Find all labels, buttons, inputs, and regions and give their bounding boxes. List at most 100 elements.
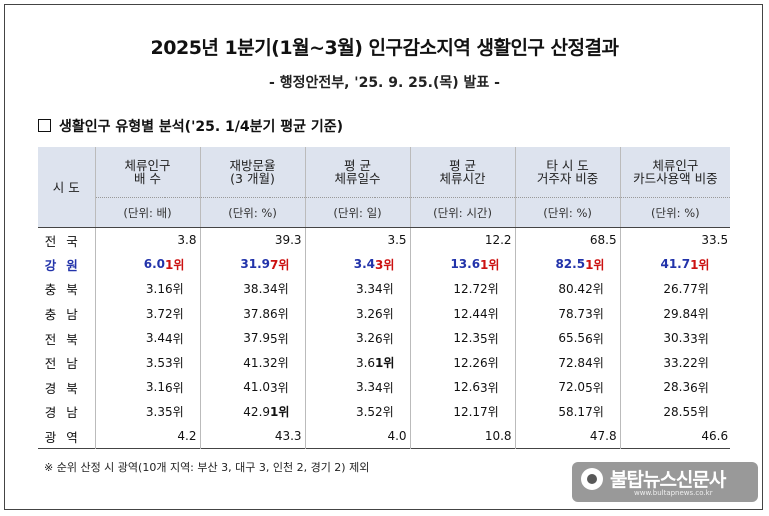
table-row: 전국 3.8 39.3 3.5 12.2 68.5 33.5 [38,227,731,253]
value-cell: 3.3 [304,375,376,400]
value-cell: 4.2 [94,424,201,449]
value-cell: 30.3 [619,325,691,351]
stats-table: 시 도 체류인구 배 수 재방문율 (3 개월) 평 균 체류일수 평 균 체류시간 타… [38,147,731,449]
rank-cell: 2위 [585,282,604,297]
publisher-logo-icon [581,468,603,490]
publisher-watermark: 불탑뉴스신문사 www.bultapnews.co.kr [572,462,758,502]
rank-cell: 7위 [585,405,604,420]
value-cell: 58.1 [514,399,586,425]
table-row: 충남 3.7 2위 37.8 6위 3.2 6위 12.4 4위 78.7 3위 29.8 4위 [38,301,730,326]
value-cell: 12.1 [409,399,481,425]
table-row: 충북 3.1 6위 38.3 4위 3.3 4위 12.7 2위 80.4 2위 26.7 7위 [38,276,730,302]
section-heading: 생활인구 유형별 분석('25. 1/4분기 평균 기준) [38,116,343,136]
rank-cell: 4위 [375,380,394,395]
value-cell: 28.3 [619,375,691,400]
footnote: ※ 순위 산정 시 광역(10개 지역: 부산 3, 대구 3, 인천 2, 경… [44,461,370,474]
page-title: 2025년 1분기(1월~3월) 인구감소지역 생활인구 산정결과 [150,37,619,59]
rank-cell: 1위 [165,257,185,272]
rank-cell: 6위 [585,331,604,346]
rank-cell: 6위 [165,380,184,395]
value-cell: 72.0 [514,375,586,400]
rank-cell: 4위 [165,331,184,346]
value-cell: 3.7 [94,301,165,326]
value-cell: 3.1 [94,375,165,400]
col-header-other-region-share: 타 시 도 거주자 비중 [514,147,621,198]
region-cell: 경북 [44,380,88,396]
rank-cell: 6위 [270,307,289,322]
region-cell: 광역 [44,429,88,445]
region-cell: 충남 [44,307,88,323]
value-cell: 3.6 [304,350,376,376]
value-cell: 13.6 [409,252,481,277]
rank-cell: 2위 [480,282,499,297]
rank-cell: 4위 [480,307,499,322]
value-cell: 12.6 [409,375,481,400]
rank-cell: 7위 [270,257,290,272]
table-row: 경북 3.1 6위 41.0 3위 3.3 4위 12.6 3위 72.0 5위 28.3 6위 [38,375,730,400]
rank-cell: 6위 [375,331,394,346]
value-cell: 78.7 [514,301,586,326]
value-cell: 3.3 [304,276,376,302]
value-cell: 47.8 [514,424,621,449]
region-cell: 전남 [44,356,88,372]
region-cell: 강원 [44,257,88,273]
rank-cell: 3위 [375,257,395,272]
rank-cell: 1위 [690,257,710,272]
value-cell: 80.4 [514,276,586,302]
value-cell: 12.2 [409,227,516,253]
rank-cell: 7위 [480,405,499,420]
rank-cell: 3위 [480,380,499,395]
rank-cell: 6위 [375,307,394,322]
value-cell: 12.3 [409,325,481,351]
value-cell: 31.9 [199,252,271,277]
value-cell: 39.3 [199,227,306,253]
rank-cell: 1위 [585,257,605,272]
value-cell: 3.2 [304,325,376,351]
value-cell: 3.1 [94,276,165,302]
rank-cell: 5위 [270,331,289,346]
table-row: 강원 6.0 1위 31.9 7위 3.4 3위 13.6 1위 82.5 1위 41.7 1위 [38,252,730,277]
col-header-avg-stay-days: 평 균 체류일수 [304,147,411,198]
rank-cell: 1위 [375,356,395,371]
rank-cell: 2위 [690,356,709,371]
value-cell: 26.7 [619,276,691,302]
header-row: 시 도 체류인구 배 수 재방문율 (3 개월) 평 균 체류일수 평 균 체류시간 타… [38,147,731,228]
table-row: 경남 3.3 5위 42.9 1위 3.5 2위 12.1 7위 58.1 7위 28.5 5위 [38,399,730,425]
value-cell: 3.2 [304,301,376,326]
unit-label: (단위: 배) [94,197,201,228]
unit-label: (단위: 일) [304,197,411,228]
table-row: 전북 3.4 4위 37.9 5위 3.2 6위 12.3 5위 65.5 6위 30.3 3위 [38,325,730,351]
value-cell: 72.8 [514,350,586,376]
rank-cell: 4위 [690,307,709,322]
rank-cell: 4위 [270,282,289,297]
value-cell: 29.8 [619,301,691,326]
value-cell: 68.5 [514,227,621,253]
value-cell: 42.9 [199,399,271,425]
unit-label: (단위: %) [199,197,306,228]
rank-cell: 3위 [585,307,604,322]
value-cell: 3.5 [94,350,165,376]
rank-cell: 6위 [165,282,184,297]
rank-cell: 2위 [375,405,394,420]
value-cell: 37.8 [199,301,271,326]
region-cell: 전국 [44,233,88,249]
publisher-name: 불탑뉴스신문사 [610,469,726,491]
value-cell: 41.7 [619,252,691,277]
rank-cell: 5위 [480,331,499,346]
rank-cell: 3위 [270,380,289,395]
checkbox-square-icon [38,119,51,132]
col-header-avg-stay-hours: 평 균 체류시간 [409,147,516,198]
value-cell: 3.5 [304,399,376,425]
publisher-url: www.bultapnews.co.kr [634,489,713,497]
rank-cell: 4위 [585,356,604,371]
region-cell: 경남 [44,405,88,421]
rank-cell: 2위 [270,356,289,371]
page-subtitle: - 행정안전부, '25. 9. 25.(목) 발표 - [269,75,500,91]
value-cell: 37.9 [199,325,271,351]
value-cell: 3.3 [94,399,165,425]
col-header-stay-multiple: 체류인구 배 수 [94,147,201,198]
rank-cell: 6위 [690,380,709,395]
value-cell: 12.7 [409,276,481,302]
value-cell: 12.4 [409,301,481,326]
value-cell: 12.2 [409,350,481,376]
